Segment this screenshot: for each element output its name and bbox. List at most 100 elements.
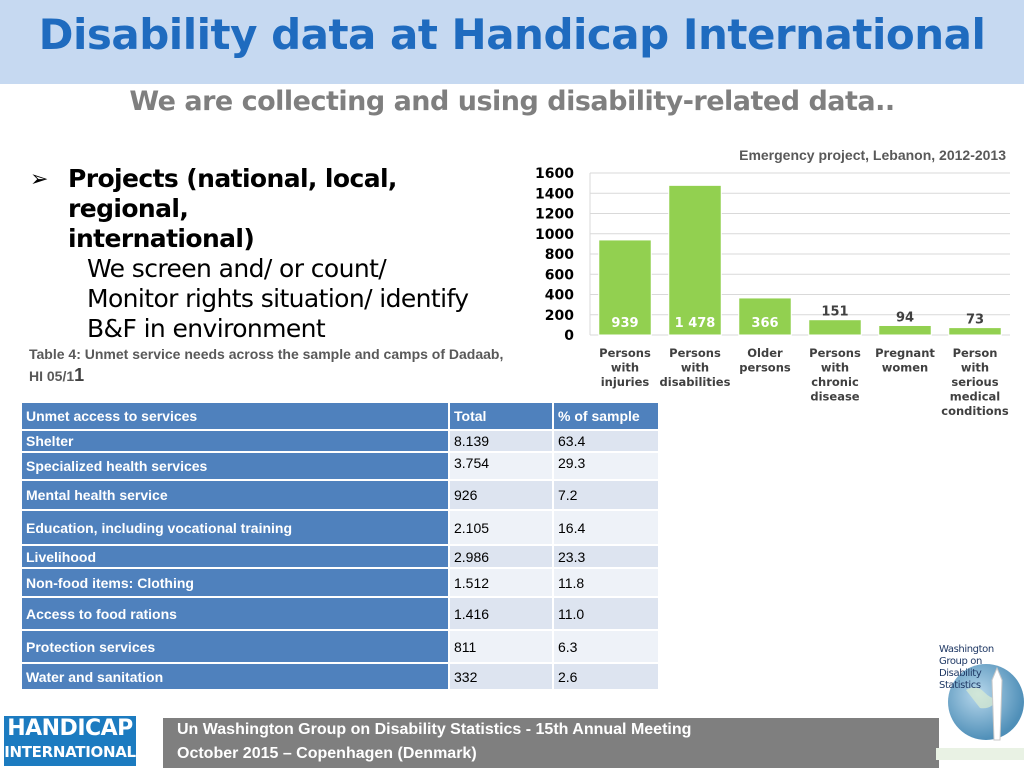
bar-chart: 02004006008001000120014001600939Personsw… [535, 166, 1010, 418]
footer-line-1: Un Washington Group on Disability Statis… [177, 721, 692, 738]
bar [948, 327, 1002, 336]
y-tick-label: 0 [564, 328, 574, 344]
wg-logo-line: Disability [939, 668, 982, 679]
category-label: serious [951, 375, 998, 389]
category-label: with [611, 361, 639, 375]
cell-total: 2.105 [448, 509, 554, 546]
table-row: Specialized health services 3.754 29.3 [20, 451, 660, 481]
category-label: with [821, 361, 849, 375]
header-cell-service: Unmet access to services [20, 401, 450, 431]
category-label: disabilities [660, 375, 731, 389]
data-label: 151 [821, 305, 848, 320]
cell-percent: 29.3 [552, 451, 660, 481]
cell-percent: 11.0 [552, 596, 660, 631]
cell-service: Livelihood [20, 544, 450, 569]
cell-total: 1.416 [448, 596, 554, 631]
table-caption-text: Table 4: Unmet service needs across the … [29, 346, 504, 384]
monument-icon [991, 666, 1003, 741]
washington-group-logo [936, 664, 1024, 760]
category-label: conditions [941, 404, 1009, 418]
wg-logo-line: Washington [939, 644, 994, 655]
header-cell-percent: % of sample [552, 401, 660, 431]
wg-logo-line: Statistics [939, 680, 981, 691]
category-label: chronic [811, 375, 859, 389]
bullet-line: We screen and/ or count/ [87, 254, 387, 283]
bullet-block: ➢ Projects (national, local, regional, i… [30, 164, 520, 344]
bar [808, 319, 862, 336]
cell-total: 926 [448, 479, 554, 511]
cell-total: 8.139 [448, 429, 554, 453]
bar [668, 184, 722, 336]
category-label: Persons [599, 346, 651, 360]
category-label: with [681, 361, 709, 375]
data-label: 1 478 [675, 316, 716, 331]
table-row: Protection services 811 6.3 [20, 629, 660, 664]
cell-service: Non-food items: Clothing [20, 567, 450, 598]
y-tick-label: 1000 [535, 227, 574, 243]
cell-total: 811 [448, 629, 554, 664]
cell-percent: 7.2 [552, 479, 660, 511]
y-tick-label: 800 [545, 247, 574, 263]
title-band [0, 0, 1024, 84]
y-tick-label: 200 [545, 308, 574, 324]
table-caption: Table 4: Unmet service needs across the … [29, 344, 509, 387]
cell-percent: 11.8 [552, 567, 660, 598]
handicap-logo-line-2: INTERNATIONAL [4, 743, 136, 761]
category-label: Person [953, 346, 998, 360]
cell-service: Water and sanitation [20, 662, 450, 691]
cell-service: Specialized health services [20, 451, 450, 481]
bullet-heading-line-1: Projects (national, local, regional, [68, 164, 397, 223]
header-cell-total: Total [448, 401, 554, 431]
table-row: Mental health service 926 7.2 [20, 479, 660, 511]
wg-logo-text: Washington Group on Disability Statistic… [939, 644, 994, 692]
footer-bar [163, 718, 939, 768]
bullet-line: B&F in environment [87, 314, 326, 343]
cell-total: 2.986 [448, 544, 554, 569]
category-label: Persons [669, 346, 721, 360]
cell-percent: 63.4 [552, 429, 660, 453]
cell-total: 3.754 [448, 451, 554, 481]
arrow-bullet-icon: ➢ [30, 166, 49, 191]
handicap-international-logo: HANDICAP INTERNATIONAL [0, 714, 140, 768]
y-tick-label: 400 [545, 288, 574, 304]
category-label: injuries [601, 375, 650, 389]
bar [878, 324, 932, 336]
y-tick-label: 1200 [535, 207, 574, 223]
footer-line-2: October 2015 – Copenhagen (Denmark) [177, 745, 477, 762]
bullet-heading-line-2: international) [68, 224, 255, 253]
table-row: Non-food items: Clothing 1.512 11.8 [20, 567, 660, 598]
footer-text: Un Washington Group on Disability Statis… [177, 718, 691, 766]
table-row: Shelter 8.139 63.4 [20, 429, 660, 453]
cell-service: Shelter [20, 429, 450, 453]
table-row: Education, including vocational training… [20, 509, 660, 546]
category-label: Older [747, 346, 783, 360]
data-label: 94 [896, 310, 914, 325]
table-header-row: Unmet access to services Total % of samp… [20, 401, 660, 431]
category-label: Persons [809, 346, 861, 360]
cell-percent: 23.3 [552, 544, 660, 569]
handicap-logo-box: HANDICAP INTERNATIONAL [4, 716, 136, 766]
y-tick-label: 600 [545, 267, 574, 283]
cell-percent: 6.3 [552, 629, 660, 664]
category-label: Pregnant [875, 346, 935, 360]
chart-title: Emergency project, Lebanon, 2012-2013 [739, 147, 1006, 163]
bullet-line: Monitor rights situation/ identify [87, 284, 469, 313]
bar [738, 297, 792, 336]
slide-subtitle: We are collecting and using disability-r… [129, 86, 895, 117]
unmet-needs-table: Unmet access to services Total % of samp… [20, 401, 660, 691]
wg-logo-line: Group on [939, 656, 982, 667]
cell-service: Education, including vocational training [20, 509, 450, 546]
cell-service: Access to food rations [20, 596, 450, 631]
table-row: Access to food rations 1.416 11.0 [20, 596, 660, 631]
category-label: with [961, 361, 989, 375]
handicap-logo-line-1: HANDICAP [7, 716, 133, 741]
slide-title: Disability data at Handicap Internationa… [38, 10, 986, 59]
table-row: Livelihood 2.986 23.3 [20, 544, 660, 569]
category-label: women [882, 361, 929, 375]
category-label: persons [739, 361, 791, 375]
cell-service: Mental health service [20, 479, 450, 511]
table-caption-suffix: 1 [74, 365, 85, 385]
cell-percent: 2.6 [552, 662, 660, 691]
category-label: disease [810, 390, 859, 404]
cell-service: Protection services [20, 629, 450, 664]
